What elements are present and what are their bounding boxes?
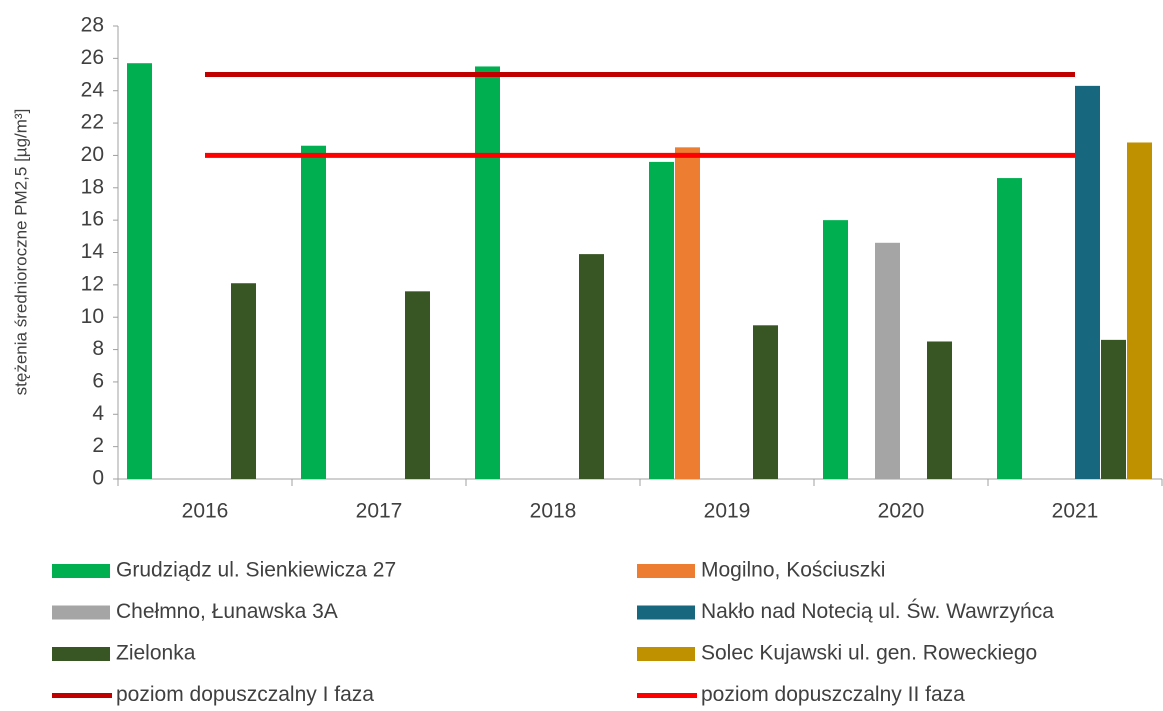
bar <box>649 161 674 479</box>
y-tick-label: 26 <box>81 46 104 69</box>
bar <box>127 63 152 479</box>
bar <box>823 220 848 479</box>
legend-label: poziom dopuszczalny I faza <box>116 683 374 706</box>
bar <box>1127 142 1152 479</box>
y-tick-label: 12 <box>81 272 104 295</box>
y-tick-label: 10 <box>81 305 104 328</box>
legend-swatch <box>52 605 110 620</box>
y-tick-label: 6 <box>92 369 104 392</box>
x-tick-label: 2020 <box>878 500 925 523</box>
bar <box>579 254 604 479</box>
bar <box>997 178 1022 480</box>
y-tick-label: 14 <box>81 240 105 263</box>
y-tick-label: 8 <box>92 337 104 360</box>
legend-swatch <box>637 605 695 620</box>
bar <box>475 66 500 480</box>
y-axis-label: stężenia średnioroczne PM2,5 [µg/m³] <box>11 109 30 396</box>
bar <box>675 147 700 479</box>
legend-label: Chełmno, Łunawska 3A <box>116 600 338 623</box>
bar <box>875 242 900 479</box>
x-tick-label: 2017 <box>356 500 403 523</box>
bar <box>405 291 430 479</box>
legend-swatch <box>637 564 695 578</box>
bar <box>301 145 326 479</box>
x-tick-label: 2018 <box>530 500 577 523</box>
y-tick-label: 2 <box>92 434 104 457</box>
legend-swatch <box>637 647 695 661</box>
y-tick-label: 24 <box>81 78 105 101</box>
legend-swatch <box>52 564 110 578</box>
legend-label: Zielonka <box>116 642 196 665</box>
y-tick-label: 22 <box>81 111 104 134</box>
legend-label: Mogilno, Kościuszki <box>701 559 885 582</box>
y-tick-label: 16 <box>81 208 104 231</box>
legend-label: Nakło nad Notecią ul. Św. Wawrzyńca <box>701 599 1054 623</box>
x-tick-label: 2019 <box>704 500 751 523</box>
y-tick-label: 18 <box>81 175 104 198</box>
y-tick-label: 20 <box>81 143 104 166</box>
x-tick-label: 2021 <box>1052 500 1099 523</box>
y-tick-label: 28 <box>81 14 104 37</box>
legend-label: Solec Kujawski ul. gen. Roweckiego <box>701 642 1037 665</box>
bar <box>753 325 778 479</box>
bar <box>927 341 952 479</box>
bar <box>231 283 256 479</box>
x-tick-label: 2016 <box>182 500 229 523</box>
legend-swatch <box>52 647 110 661</box>
y-tick-label: 0 <box>92 467 104 490</box>
y-tick-label: 4 <box>92 402 104 425</box>
bar <box>1075 85 1100 479</box>
legend-label: Grudziądz ul. Sienkiewicza 27 <box>116 559 396 582</box>
bar <box>1101 339 1126 479</box>
legend-label: poziom dopuszczalny II faza <box>701 683 965 706</box>
